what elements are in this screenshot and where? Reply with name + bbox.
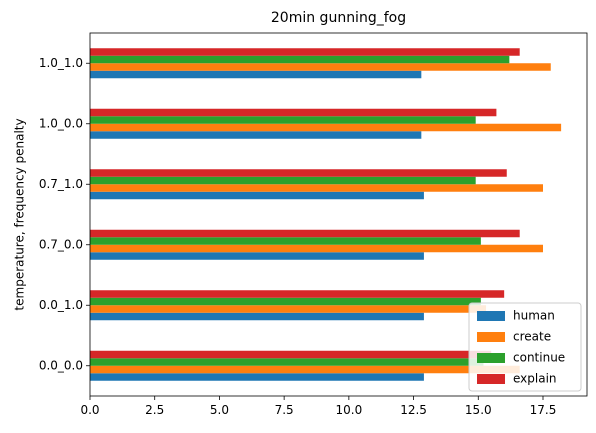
legend-swatch-human — [477, 311, 505, 321]
y-tick-label: 1.0_0.0 — [39, 116, 83, 130]
bar-explain-0.7_0.0 — [90, 229, 520, 238]
bar-explain-1.0_0.0 — [90, 108, 497, 117]
bar-continue-0.7_1.0 — [90, 176, 476, 185]
bar-create-0.0_1.0 — [90, 305, 487, 313]
y-tick-label: 0.7_0.0 — [39, 237, 83, 251]
x-tick-label: 0.0 — [80, 403, 99, 417]
bar-create-0.7_0.0 — [90, 244, 543, 253]
x-tick-label: 10.0 — [335, 403, 362, 417]
bar-human-1.0_1.0 — [90, 70, 422, 79]
legend-swatch-continue — [477, 353, 505, 363]
bar-human-0.7_0.0 — [90, 252, 424, 260]
bars-layer — [90, 48, 562, 381]
legend-swatch-create — [477, 332, 505, 342]
chart-title: 20min gunning_fog — [271, 10, 406, 26]
bar-human-0.7_1.0 — [90, 191, 424, 200]
plot-frame — [89, 32, 588, 397]
x-tick-label: 2.5 — [145, 403, 164, 417]
bar-explain-0.0_1.0 — [90, 290, 505, 298]
legend-label-continue: continue — [513, 351, 565, 365]
y-axis-label: temperature, frequency penalty — [13, 118, 27, 310]
bar-create-0.7_1.0 — [90, 184, 543, 192]
x-tick-label: 7.5 — [275, 403, 294, 417]
bar-create-1.0_1.0 — [90, 63, 551, 71]
x-tick-label: 15.0 — [465, 403, 492, 417]
legend-swatch-explain — [477, 374, 505, 384]
bar-continue-1.0_1.0 — [90, 55, 510, 64]
legend: human create continue explain — [468, 302, 582, 392]
y-tick-label: 0.0_1.0 — [39, 298, 83, 312]
x-tick-label: 12.5 — [400, 403, 427, 417]
bar-human-0.0_1.0 — [90, 312, 424, 321]
legend-label-human: human — [513, 309, 555, 323]
bar-continue-0.0_0.0 — [90, 358, 484, 366]
bar-explain-1.0_1.0 — [90, 48, 520, 56]
bar-continue-0.0_1.0 — [90, 297, 481, 306]
bar-human-1.0_0.0 — [90, 131, 422, 139]
bar-human-0.0_0.0 — [90, 373, 424, 381]
y-tick-label: 1.0_1.0 — [39, 56, 83, 70]
y-tick-label: 0.0_0.0 — [39, 358, 83, 372]
bar-explain-0.7_1.0 — [90, 169, 507, 177]
legend-label-explain: explain — [513, 372, 557, 386]
y-tick-label: 0.7_1.0 — [39, 177, 83, 191]
bar-explain-0.0_0.0 — [90, 350, 492, 359]
bar-continue-1.0_0.0 — [90, 116, 476, 124]
axes-layer: 0.0 2.5 5.0 7.5 10.0 12.5 15.0 17.5 0.0_0.0 0.0_1… — [39, 32, 588, 417]
legend-box — [468, 302, 582, 392]
legend-label-create: create — [513, 330, 551, 344]
bar-create-1.0_0.0 — [90, 123, 562, 132]
bar-create-0.0_0.0 — [90, 365, 520, 374]
x-tick-label: 5.0 — [210, 403, 229, 417]
bar-continue-0.7_0.0 — [90, 237, 481, 245]
x-tick-label: 17.5 — [530, 403, 557, 417]
